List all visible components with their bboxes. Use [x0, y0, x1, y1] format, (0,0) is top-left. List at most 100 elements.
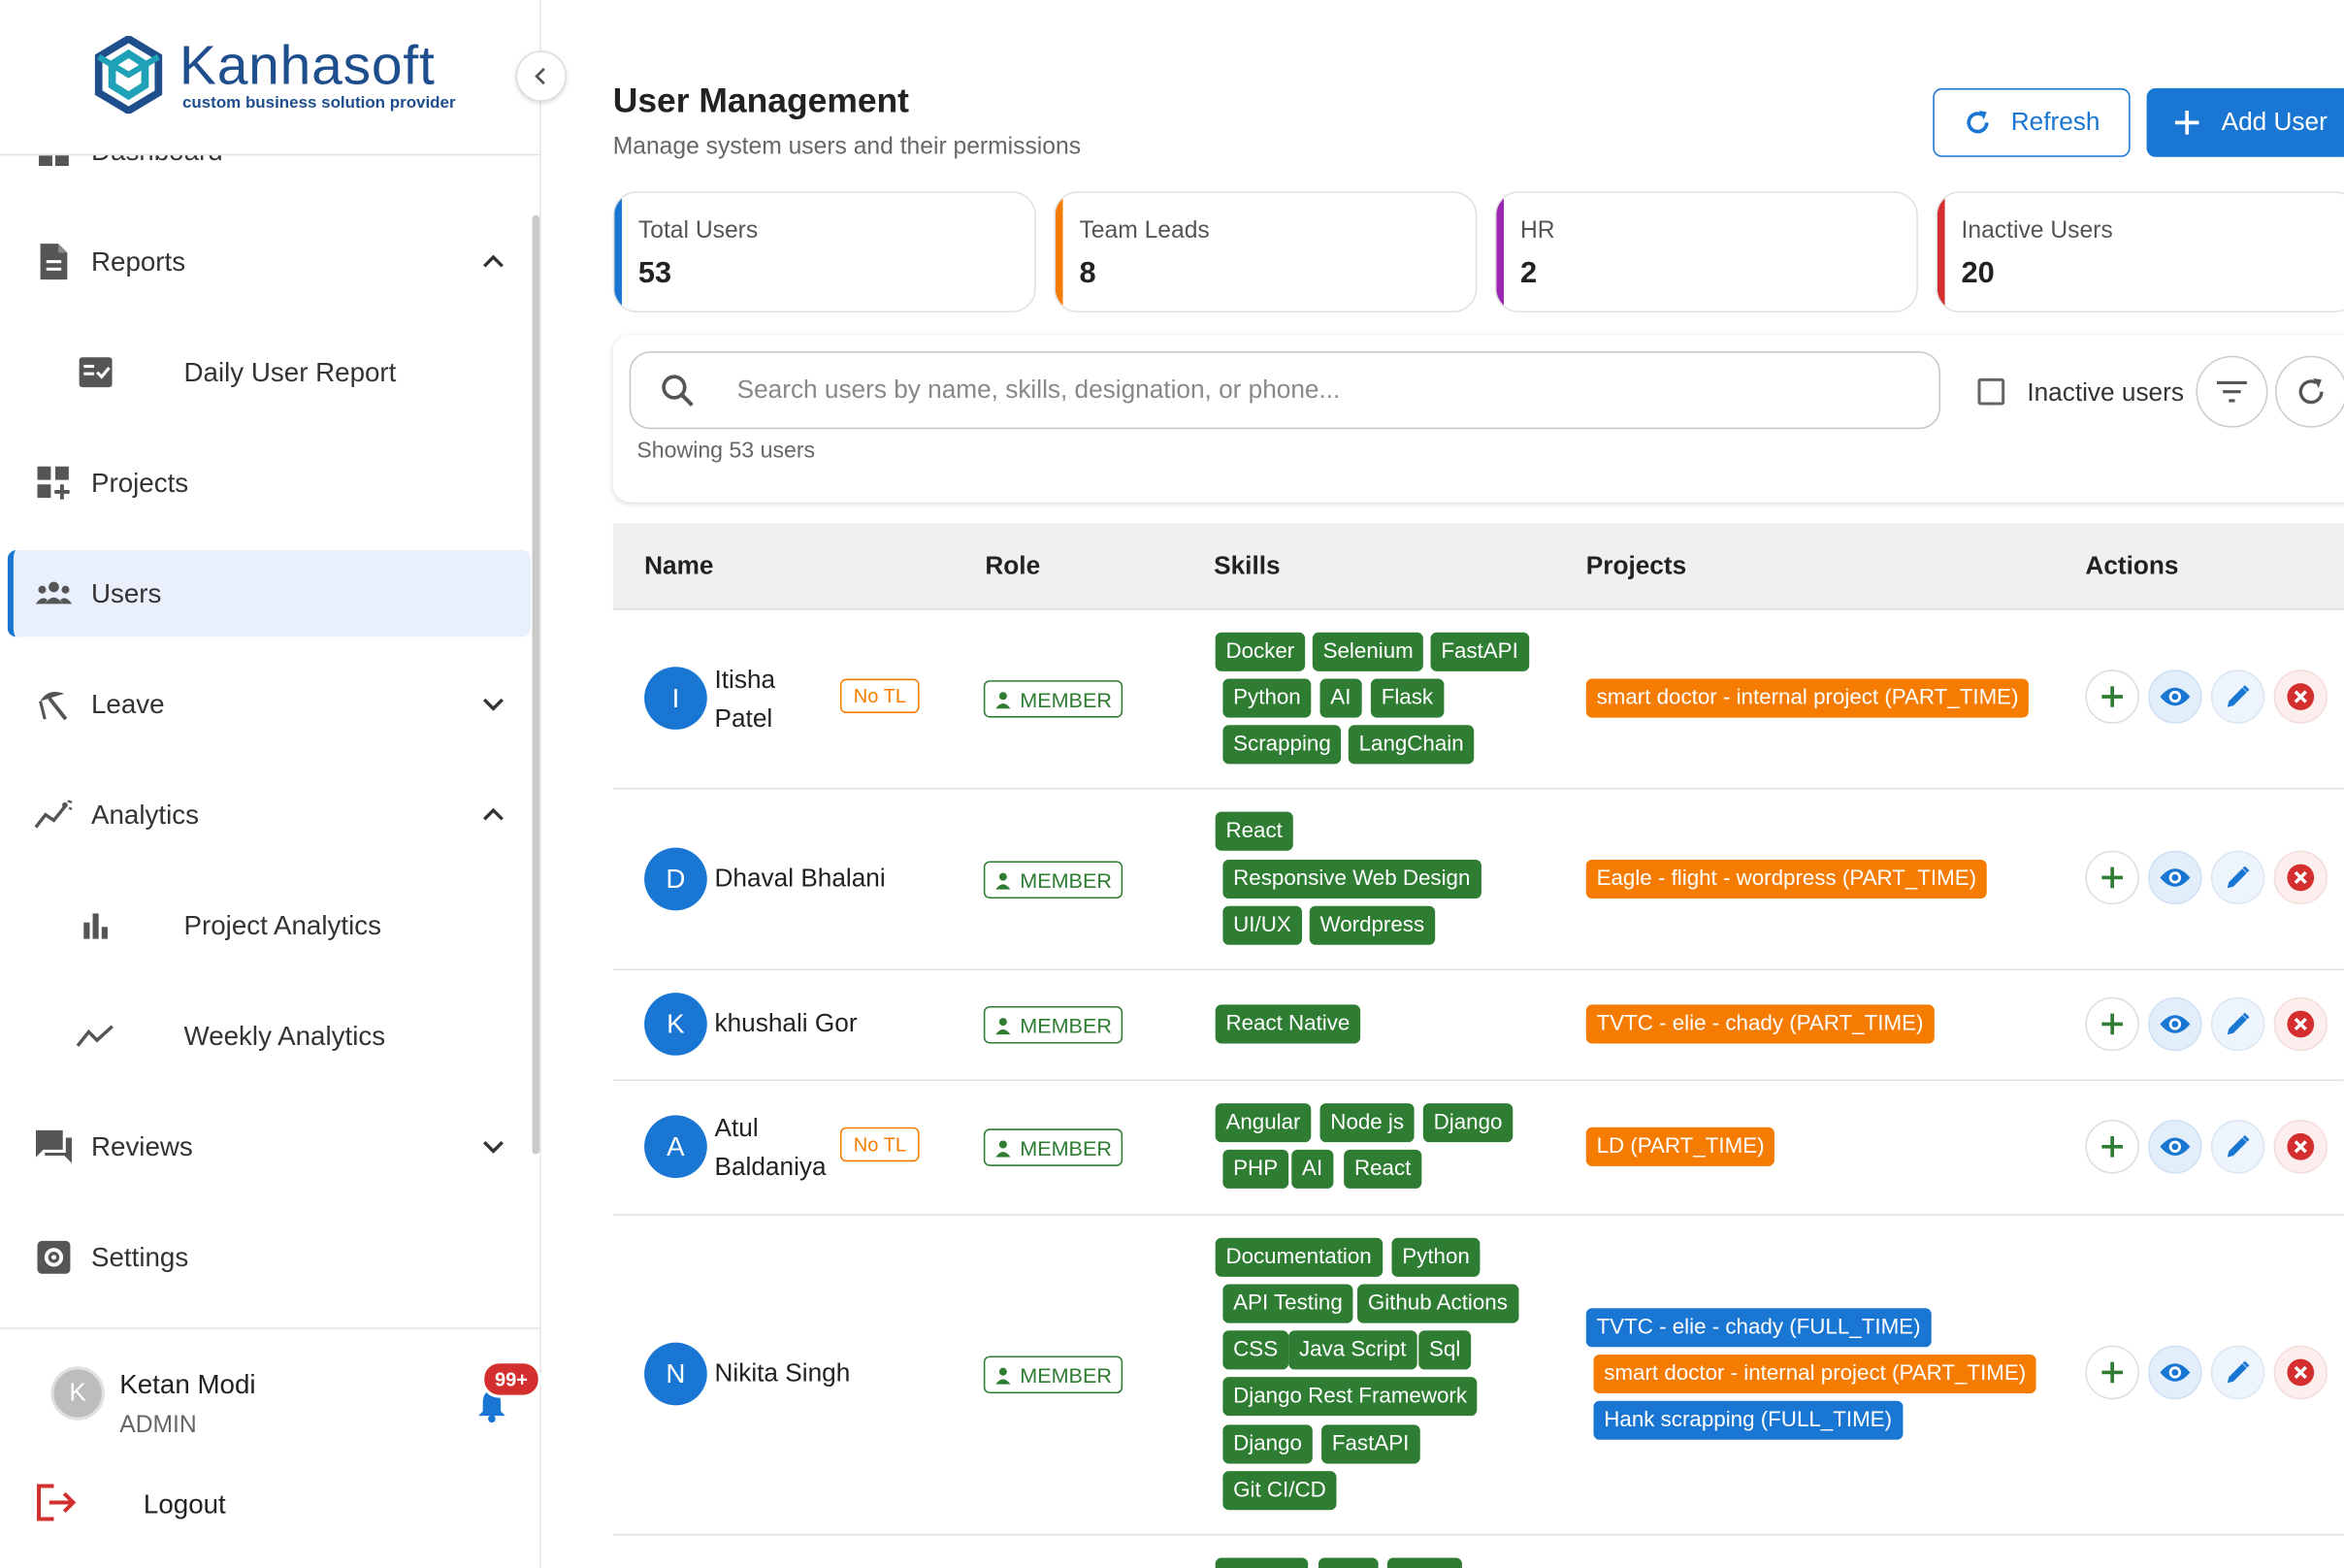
close-circle-icon	[2286, 682, 2316, 712]
add-user-button[interactable]: Add User	[2146, 87, 2344, 157]
edit-user-button[interactable]	[2210, 670, 2265, 724]
gear-icon	[34, 1238, 73, 1277]
avatar: D	[644, 847, 707, 911]
stat-value: 8	[1079, 257, 1096, 290]
collapse-sidebar-button[interactable]	[515, 50, 567, 102]
view-user-button[interactable]	[2148, 1120, 2202, 1174]
user-name[interactable]: Nikita Singh	[714, 1358, 851, 1388]
add-to-project-button[interactable]	[2085, 670, 2139, 724]
skill-chip: AI	[1291, 1149, 1333, 1189]
column-header-skills[interactable]: Skills	[1214, 551, 1281, 580]
delete-user-button[interactable]	[2273, 850, 2328, 905]
sidebar-item-projects[interactable]: Projects	[8, 440, 531, 526]
user-name-line: Itisha	[714, 665, 776, 694]
sidebar-item-reports[interactable]: Reports	[8, 218, 531, 305]
brand-logo[interactable]: Kanhasoft custom business solution provi…	[93, 35, 456, 114]
add-to-project-button[interactable]	[2085, 996, 2139, 1052]
filter-button[interactable]	[2196, 355, 2268, 428]
role-label: MEMBER	[1020, 686, 1112, 711]
skill-chip: CSS	[1222, 1330, 1288, 1370]
sidebar-item-daily-user-report[interactable]: Daily User Report	[8, 329, 531, 415]
table-header	[612, 523, 2344, 610]
divider	[0, 1327, 541, 1329]
inactive-users-checkbox[interactable]	[1977, 377, 2005, 406]
sidebar-item-reviews[interactable]: Reviews	[8, 1103, 531, 1190]
logout-button[interactable]	[36, 1483, 78, 1521]
plus-icon	[2099, 865, 2126, 892]
column-header-projects[interactable]: Projects	[1585, 551, 1687, 580]
pencil-icon	[2225, 1359, 2252, 1387]
stat-label: Total Users	[637, 217, 759, 245]
row-divider	[612, 968, 2344, 970]
sidebar-item-label: Weekly Analytics	[183, 1020, 386, 1051]
sidebar-item-label: Project Analytics	[183, 909, 382, 940]
add-to-project-button[interactable]	[2085, 850, 2139, 905]
stat-label: Inactive Users	[1961, 217, 2113, 245]
view-user-button[interactable]	[2148, 850, 2202, 905]
user-name-line: Atul	[714, 1113, 759, 1143]
delete-user-button[interactable]	[2273, 1120, 2328, 1174]
current-user[interactable]: K	[50, 1366, 105, 1421]
add-to-project-button[interactable]	[2085, 1345, 2139, 1400]
refresh-button[interactable]: Refresh	[1933, 87, 2131, 157]
sidebar-item-analytics[interactable]: Analytics	[8, 771, 531, 858]
filter-icon	[2217, 380, 2247, 403]
user-name[interactable]: Atul Baldaniya	[715, 1109, 827, 1187]
add-user-label: Add User	[2221, 107, 2328, 137]
reload-button[interactable]	[2275, 355, 2344, 428]
delete-user-button[interactable]	[2273, 1345, 2328, 1400]
project-chip: Hank scrapping (FULL_TIME)	[1593, 1400, 1903, 1440]
skill-chip: Git CI/CD	[1222, 1471, 1337, 1511]
sidebar-item-users[interactable]: Users	[7, 550, 531, 637]
delete-user-button[interactable]	[2273, 670, 2328, 724]
stat-card-hr: HR 2	[1494, 191, 1918, 313]
view-user-button[interactable]	[2148, 996, 2202, 1052]
add-to-project-button[interactable]	[2085, 1120, 2139, 1174]
edit-user-button[interactable]	[2210, 1345, 2265, 1400]
project-chip: TVTC - elie - chady (FULL_TIME)	[1585, 1308, 1932, 1348]
brand-tagline: custom business solution provider	[181, 94, 456, 113]
view-user-button[interactable]	[2148, 1345, 2202, 1400]
sidebar-scrollbar[interactable]	[532, 214, 540, 1155]
inactive-users-label[interactable]: Inactive users	[2027, 377, 2184, 408]
trend-line-icon	[76, 1017, 115, 1056]
user-name[interactable]: Itisha Patel	[715, 661, 776, 738]
person-icon	[995, 1017, 1011, 1034]
refresh-label: Refresh	[2010, 107, 2100, 137]
sidebar-item-project-analytics[interactable]: Project Analytics	[8, 882, 531, 968]
skill-chip: React	[1215, 811, 1293, 851]
role-badge: MEMBER	[983, 1356, 1123, 1394]
divider	[0, 153, 541, 156]
column-header-name[interactable]: Name	[644, 551, 714, 580]
skill-chip: Flask	[1370, 678, 1444, 718]
eye-icon	[2159, 866, 2192, 890]
logout-label[interactable]: Logout	[143, 1488, 226, 1519]
edit-user-button[interactable]	[2210, 996, 2265, 1052]
stat-card-team-leads: Team Leads 8	[1054, 191, 1478, 313]
edit-user-button[interactable]	[2210, 1120, 2265, 1174]
delete-user-button[interactable]	[2273, 996, 2328, 1052]
sidebar-item-label: Dashboard	[91, 155, 223, 167]
view-user-button[interactable]	[2148, 670, 2202, 724]
sidebar-item-settings[interactable]: Settings	[8, 1214, 531, 1300]
sidebar-item-dashboard[interactable]: Dashboard	[8, 155, 531, 194]
chevron-up-icon	[483, 807, 504, 821]
column-header-role[interactable]: Role	[985, 551, 1041, 580]
edit-user-button[interactable]	[2210, 850, 2265, 905]
user-name-line: Patel	[714, 703, 773, 733]
role-badge: MEMBER	[983, 861, 1123, 899]
project-chip: TVTC - elie - chady (PART_TIME)	[1585, 1004, 1935, 1044]
sidebar-item-leave[interactable]: Leave	[8, 661, 531, 747]
skill-chip: FastAPI	[1321, 1424, 1420, 1464]
person-icon	[995, 871, 1011, 890]
search-input[interactable]	[629, 351, 1940, 430]
eye-icon	[2159, 1360, 2192, 1385]
sidebar-item-weekly-analytics[interactable]: Weekly Analytics	[8, 993, 531, 1079]
row-divider	[612, 1533, 2344, 1536]
user-name[interactable]: khushali Gor	[714, 1009, 858, 1038]
skill-chip: Github Actions	[1357, 1284, 1518, 1323]
bar-chart-icon	[77, 906, 115, 945]
chat-icon	[34, 1127, 73, 1166]
skill-chip: Sql	[1418, 1330, 1472, 1370]
user-name[interactable]: Dhaval Bhalani	[714, 864, 886, 893]
